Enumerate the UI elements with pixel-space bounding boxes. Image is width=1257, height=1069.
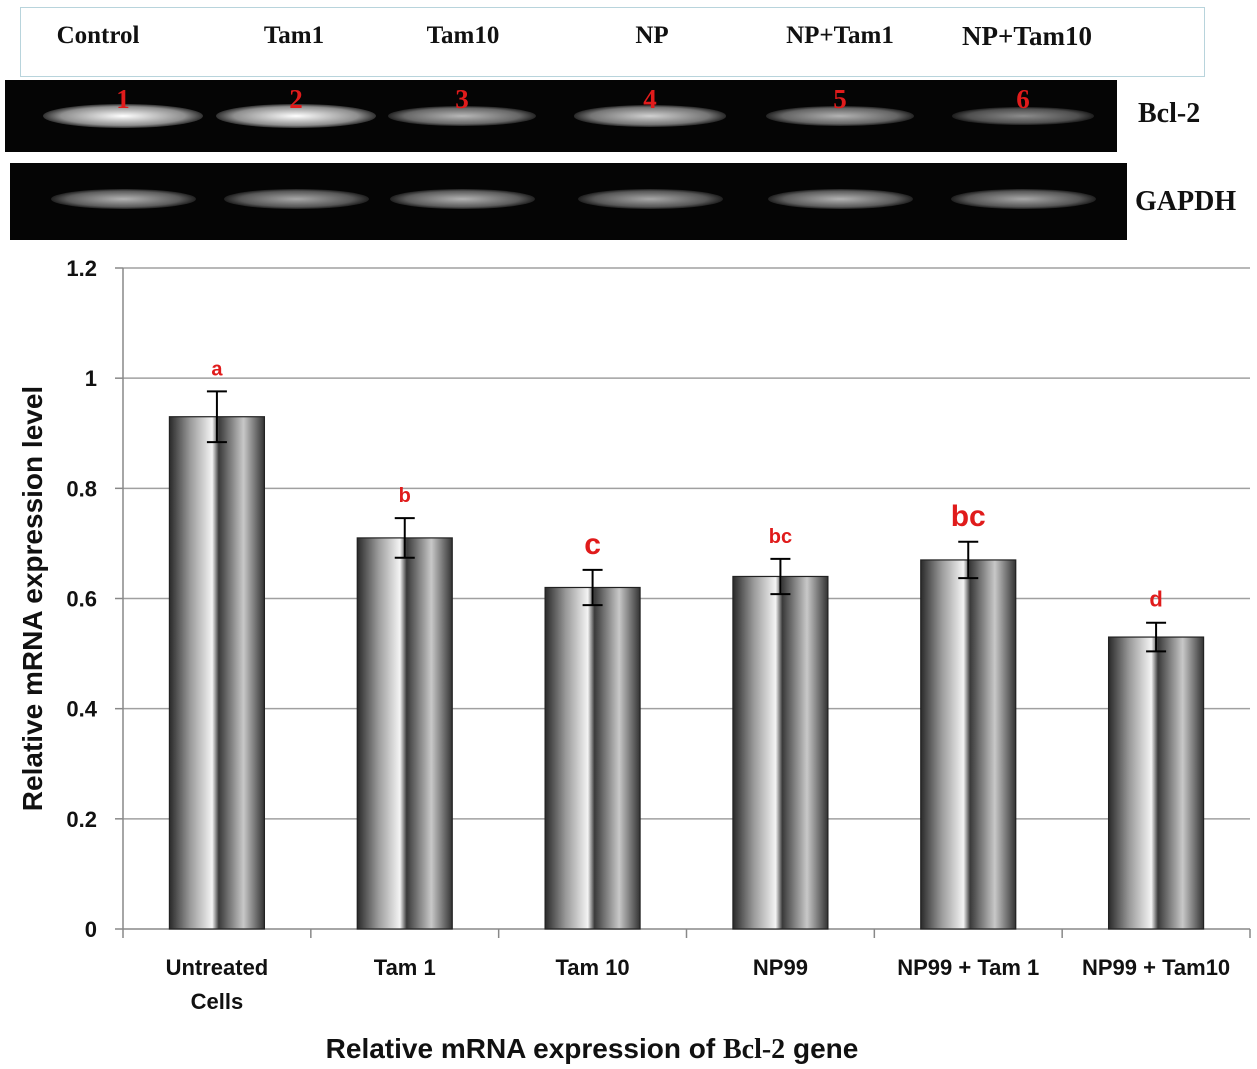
lane-number-3: 3 — [455, 84, 469, 114]
y-tick-label: 0.4 — [66, 697, 97, 722]
lane-label-6: NP+Tam10 — [962, 21, 1092, 51]
x-category-label: Cells — [191, 989, 244, 1014]
y-tick-label: 0.8 — [66, 476, 97, 501]
bcl2-gel-image: 1 2 3 4 5 6 — [5, 80, 1117, 152]
bcl2-expression-bar-chart: 0 0.2 0.4 0.6 0.8 1 1.2 a Untreated Cells b Tam 1 c T… — [17, 256, 1251, 1065]
bcl2-band-6 — [952, 107, 1094, 125]
lane-label-1: Control — [56, 22, 140, 49]
x-category-label: NP99 + Tam10 — [1082, 955, 1230, 980]
significance-letter-5: bc — [951, 500, 986, 533]
bcl2-band-5 — [766, 106, 914, 126]
y-tick-label: 0.6 — [66, 587, 97, 612]
bar-4 — [732, 575, 829, 930]
y-axis-title: Relative mRNA expression level — [17, 386, 48, 811]
gapdh-gene-label: GAPDH — [1135, 186, 1237, 217]
significance-letter-3: c — [584, 528, 601, 561]
gapdh-band-6 — [950, 189, 1096, 209]
y-tick-label: 0 — [85, 917, 97, 942]
gel-lane-header — [20, 7, 1205, 77]
lane-number-4: 4 — [643, 84, 657, 114]
y-tick-label: 0.2 — [66, 807, 97, 832]
x-category-label: NP99 — [753, 955, 808, 980]
lane-number-1: 1 — [116, 84, 130, 114]
bar-5 — [920, 559, 1017, 930]
bar-2 — [356, 537, 453, 930]
lane-number-2: 2 — [289, 84, 303, 114]
lane-number-6: 6 — [1016, 84, 1030, 114]
x-category-label: NP99 + Tam 1 — [897, 955, 1039, 980]
bcl2-gene-label: Bcl-2 — [1138, 98, 1201, 129]
significance-letter-6: d — [1149, 587, 1162, 612]
lane-label-3: Tam10 — [426, 22, 500, 49]
significance-letter-4: bc — [769, 526, 792, 548]
gapdh-band-4 — [577, 189, 723, 209]
x-category-label: Tam 10 — [555, 955, 629, 980]
lane-label-2: Tam1 — [263, 22, 325, 49]
x-category-label: Tam 1 — [374, 955, 436, 980]
significance-letter-2: b — [399, 485, 411, 507]
gapdh-band-1 — [50, 189, 196, 209]
gapdh-band-3 — [389, 189, 535, 209]
bcl2-band-4 — [573, 105, 727, 127]
lane-label-5: NP+Tam1 — [786, 22, 894, 49]
lane-label-4: NP — [635, 22, 669, 49]
bar-3 — [544, 586, 641, 930]
significance-letter-1: a — [211, 358, 223, 380]
bar-1 — [168, 416, 266, 930]
bcl2-band-2 — [216, 104, 376, 128]
x-category-label: Untreated — [166, 955, 269, 980]
gapdh-band-2 — [223, 189, 369, 209]
bcl2-band-3 — [387, 105, 537, 127]
x-axis-title: Relative mRNA expression of Bcl-2 gene — [326, 1033, 859, 1065]
lane-number-5: 5 — [833, 84, 847, 114]
gapdh-gel-image — [10, 163, 1127, 240]
y-tick-label: 1 — [85, 366, 97, 391]
bcl2-band-1 — [43, 104, 203, 128]
gapdh-band-5 — [767, 189, 913, 209]
bar-6 — [1107, 636, 1205, 930]
y-tick-label: 1.2 — [66, 256, 97, 281]
